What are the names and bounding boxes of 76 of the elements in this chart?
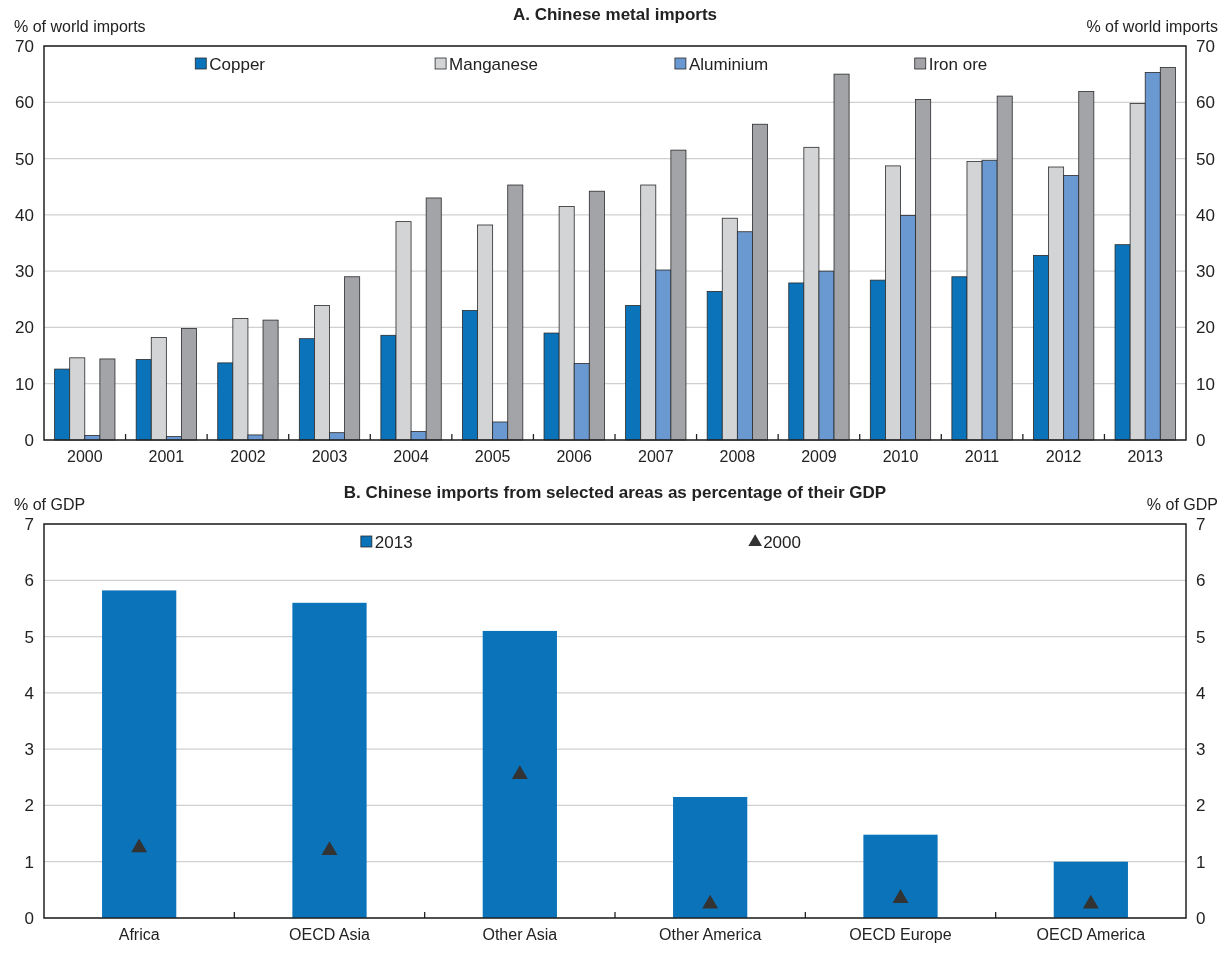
y-tick-label: 40 — [15, 205, 34, 225]
y2-tick-label: 60 — [1196, 93, 1215, 113]
x-tick-label: 2005 — [474, 448, 511, 465]
x-tick-label: 2003 — [311, 448, 348, 465]
x-tick-label: OECD Asia — [289, 926, 371, 943]
x-tick-label: 2013 — [1127, 448, 1164, 465]
y-tick-label: 1 — [24, 852, 34, 872]
x-tick-label: OECD Europe — [849, 926, 952, 943]
y-axis-title: % of GDP — [14, 496, 86, 513]
y2-tick-label: 40 — [1196, 205, 1215, 225]
x-tick-label: 2004 — [393, 448, 429, 465]
legend-label: 2013 — [374, 533, 413, 552]
y2-tick-label: 5 — [1196, 627, 1206, 647]
legend-label: 2000 — [763, 533, 801, 552]
x-tick-label: 2006 — [556, 448, 593, 465]
chart-title: A. Chinese metal imports — [512, 5, 718, 24]
y-tick-label: 4 — [24, 683, 34, 703]
bar — [863, 834, 938, 918]
x-tick-label: 2009 — [801, 448, 837, 465]
y-tick-label: 70 — [15, 36, 34, 56]
y2-tick-label: 1 — [1196, 852, 1206, 872]
y-tick-label: 30 — [15, 262, 34, 282]
legend-label: Iron ore — [928, 55, 988, 74]
y2-tick-label: 0 — [1196, 908, 1206, 928]
y-tick-label: 0 — [24, 908, 34, 928]
y-tick-label: 3 — [24, 740, 34, 760]
x-tick-label: 2007 — [637, 448, 674, 465]
x-tick-label: 2012 — [1045, 448, 1082, 465]
bar — [482, 630, 557, 918]
x-tick-label: Other America — [659, 926, 762, 943]
x-tick-label: 2001 — [148, 448, 185, 465]
y2-tick-label: 6 — [1196, 571, 1206, 591]
bar — [292, 602, 367, 918]
x-tick-label: Africa — [118, 926, 160, 943]
point — [1082, 894, 1099, 909]
y-tick-label: 50 — [15, 149, 34, 169]
y-tick-label: 5 — [24, 627, 34, 647]
y2-tick-label: 70 — [1196, 36, 1215, 56]
legend-label: Copper — [209, 55, 266, 74]
legend-label: Aluminium — [688, 55, 769, 74]
point — [702, 894, 719, 909]
bar — [102, 590, 177, 918]
y-tick-label: 6 — [24, 571, 34, 591]
y-tick-label: 60 — [15, 93, 34, 113]
y2-tick-label: 0 — [1196, 430, 1206, 450]
y2-tick-label: 30 — [1196, 262, 1215, 282]
y2-tick-label: 50 — [1196, 149, 1215, 169]
bar — [673, 796, 748, 918]
x-tick-label: 2011 — [964, 448, 1000, 465]
y2-tick-label: 2 — [1196, 796, 1206, 816]
point — [321, 841, 338, 856]
point — [511, 765, 528, 780]
bar — [1053, 861, 1128, 918]
x-tick-label: OECD America — [1036, 926, 1146, 943]
y2-tick-label: 3 — [1196, 740, 1206, 760]
x-tick-label: Other Asia — [482, 926, 558, 943]
y-tick-label: 20 — [15, 318, 34, 338]
y-tick-label: 7 — [24, 514, 34, 534]
y-axis-title: % of world imports — [14, 18, 146, 35]
x-tick-label: 2000 — [66, 448, 103, 465]
point — [892, 889, 909, 903]
y2-tick-label: 20 — [1196, 318, 1215, 338]
y2-axis-title: % of world imports — [1086, 18, 1218, 35]
point — [131, 838, 148, 853]
x-tick-label: 2008 — [719, 448, 756, 465]
y-tick-label: 2 — [24, 796, 34, 816]
y2-tick-label: 7 — [1196, 514, 1206, 534]
legend-label: Manganese — [449, 55, 538, 74]
y-tick-label: 10 — [15, 374, 34, 394]
y2-axis-title: % of GDP — [1146, 496, 1218, 513]
y2-tick-label: 10 — [1196, 374, 1215, 394]
x-tick-label: 2002 — [230, 448, 266, 465]
chart-title: B. Chinese imports from selected areas as percentage of their GDP — [343, 483, 887, 502]
y2-tick-label: 4 — [1196, 683, 1206, 703]
y-tick-label: 0 — [24, 430, 34, 450]
x-tick-label: 2010 — [882, 448, 919, 465]
